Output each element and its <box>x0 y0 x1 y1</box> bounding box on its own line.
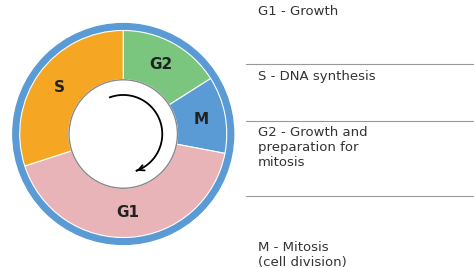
Text: S - DNA synthesis: S - DNA synthesis <box>258 70 375 83</box>
Circle shape <box>13 24 234 244</box>
Wedge shape <box>123 31 210 105</box>
Text: M: M <box>193 112 208 127</box>
Text: G1: G1 <box>117 205 140 220</box>
Wedge shape <box>25 144 225 237</box>
Wedge shape <box>169 79 227 153</box>
Text: G1 - Growth: G1 - Growth <box>258 5 338 18</box>
Text: G2: G2 <box>150 57 173 72</box>
Text: G2 - Growth and
preparation for
mitosis: G2 - Growth and preparation for mitosis <box>258 126 367 169</box>
Circle shape <box>69 80 177 188</box>
Text: M - Mitosis
(cell division): M - Mitosis (cell division) <box>258 241 346 268</box>
Wedge shape <box>20 31 123 166</box>
Text: S: S <box>54 80 65 95</box>
